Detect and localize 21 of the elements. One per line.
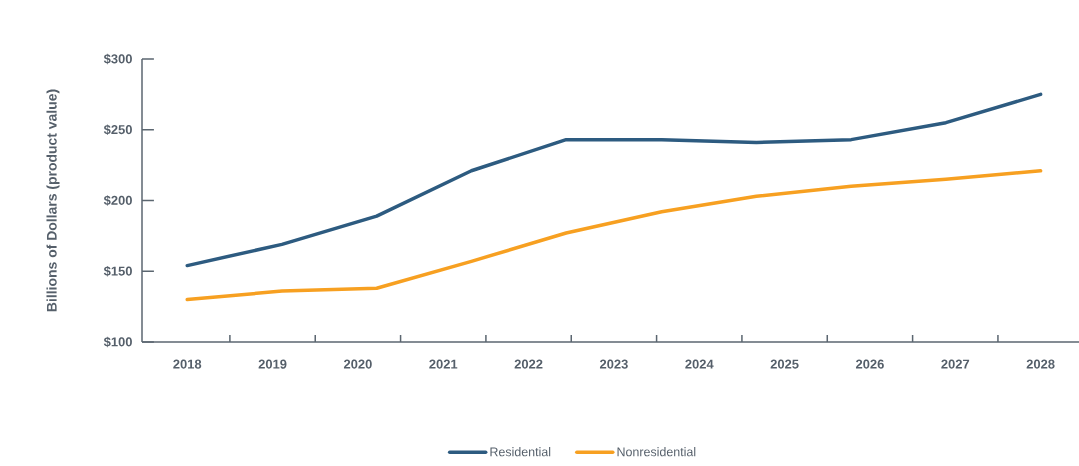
x-tick-label: 2026 [855,359,884,369]
x-tick-label: 2023 [599,359,628,369]
y-tick-label: $250 [103,124,132,136]
x-tick-label: 2018 [173,359,202,369]
x-tick-label: 2027 [941,359,970,369]
x-tick-label: 2025 [770,359,799,369]
y-tick-label: $200 [103,195,132,206]
y-axis-title: Billions of Dollars (product value) [46,89,60,312]
x-tick-label: 2024 [685,359,714,369]
x-tick-label: 2028 [1026,359,1055,369]
x-tick-label: 2019 [258,359,287,369]
y-tick-label: $100 [103,336,132,348]
line-series [185,169,1043,302]
x-tick-label: 2020 [343,359,372,369]
y-tick-label: $150 [103,265,132,277]
y-tick-label: $300 [103,53,132,65]
x-tick-label: 2022 [514,359,543,369]
legend-label: Residential [490,447,551,457]
legend-label: Nonresidential [617,447,696,457]
line-series [185,92,1043,268]
x-tick-label: 2021 [429,359,458,369]
